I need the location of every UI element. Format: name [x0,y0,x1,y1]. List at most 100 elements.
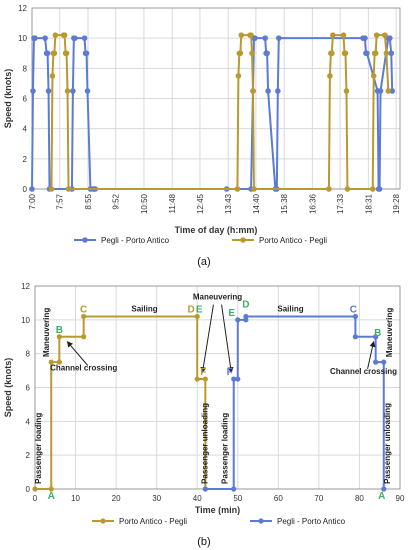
point-label: D [242,299,249,310]
data-point [352,334,358,340]
annotation-label: Passenger unloading [200,403,209,484]
data-point [48,486,54,492]
legend: Pegli - Porto Antico Porto Antico - Pegli [74,236,327,245]
data-point [30,88,36,94]
point-label: C [350,304,357,315]
x-tick-label: 20 [112,494,121,503]
data-point [250,88,256,94]
data-point [237,50,244,57]
chart-a: 0 2 4 6 8 10 12 7:00 7:57 8:55 9:52 10:50 11:48 12:45… [3,4,401,268]
data-point [64,88,71,94]
series-line [31,37,394,190]
legend-label: Porto Antico - Pegli [259,236,327,245]
x-tick-label: 10:50 [140,193,149,214]
data-point [65,186,72,192]
data-point [262,35,268,41]
series-line [205,315,385,490]
data-point [81,313,87,320]
data-point [202,486,208,492]
data-point [51,50,58,57]
legend-marker [240,237,246,243]
annotation-label: Passenger loading [221,413,230,484]
data-point [29,186,35,192]
data-point [32,486,38,492]
data-point [72,35,78,41]
data-point [243,313,249,320]
data-point [194,376,200,382]
x-tick-label: 9:52 [112,193,121,209]
data-point [61,32,68,38]
annotation-arrow [66,341,89,366]
data-point [377,88,384,94]
data-point [194,313,200,320]
data-point [202,376,208,382]
data-point [44,50,51,57]
data-point [32,35,38,41]
x-tick-label: 18:31 [364,193,373,214]
point-label: B [374,328,381,339]
legend: Porto Antico - Pegli Pegli - Porto Antico [92,517,346,526]
y-tick-label: 2 [26,451,31,460]
annotation-arrow [200,304,214,374]
point-label: A [378,491,385,502]
x-tick-label: 50 [233,494,242,503]
data-point [381,486,387,492]
annotation-arrow [221,304,234,374]
data-point [235,317,241,323]
data-point [70,88,76,94]
data-point [369,186,376,192]
caption-a: (a) [197,256,210,268]
y-tick-label: 8 [23,64,28,73]
y-tick-label: 10 [21,316,30,325]
x-tick-label: 15:38 [280,193,289,214]
annotation-label: Maneuvering [385,308,394,357]
x-tick-label: 12:45 [196,193,205,214]
y-tick-label: 12 [21,282,30,291]
annotation-label: Maneuvering [42,308,51,357]
data-point [84,88,91,94]
data-point [382,32,388,38]
data-point [234,186,241,192]
data-point [381,359,387,365]
data-point [81,35,88,41]
series-line [35,315,207,490]
data-point [275,88,281,94]
caption-b: (b) [197,536,210,548]
x-tick-label: 30 [152,494,161,503]
point-label: A [48,491,55,502]
annotation-label: Channel crossing [330,367,397,376]
data-point [252,35,258,41]
y-tick-label: 12 [18,4,27,13]
x-tick-label: 90 [396,494,405,503]
data-point [344,186,351,192]
x-tick-label: 60 [274,494,283,503]
data-point [81,334,87,340]
data-point [352,313,358,320]
series-line [50,34,390,190]
point-label: D [188,304,195,315]
x-tick-label: 11:48 [168,193,177,213]
data-point [327,73,333,79]
data-point [235,73,242,79]
annotation-label: Passenger loading [34,413,43,484]
data-point [251,186,257,192]
data-point [56,359,62,365]
data-point [340,32,347,38]
annotation-label: Channel crossing [50,364,117,373]
legend-label: Pegli - Porto Antico [277,517,346,526]
x-tick-label: 16:36 [308,193,317,214]
data-point [48,359,54,365]
data-point [52,32,59,38]
data-point [231,486,237,492]
x-tick-label: 80 [355,494,364,503]
y-tick-label: 8 [26,350,31,359]
point-label: E [228,308,235,319]
point-label: C [80,304,87,315]
data-point [231,376,237,382]
data-point [264,50,270,57]
data-point [248,32,254,38]
data-point [235,376,241,382]
data-point [265,88,271,94]
